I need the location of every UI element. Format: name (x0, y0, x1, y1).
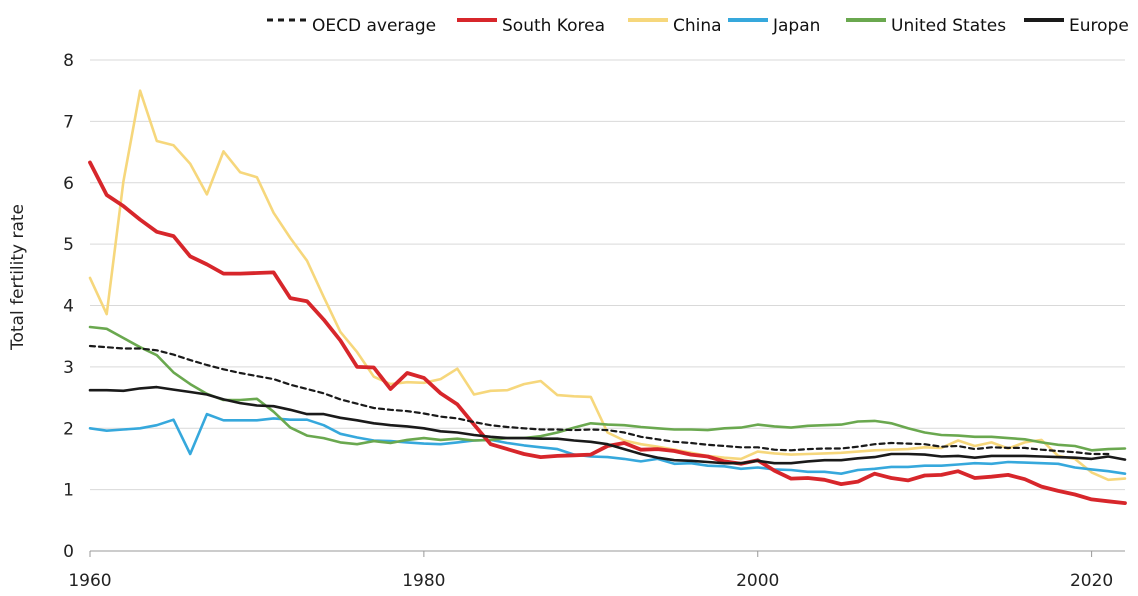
legend-label-south-korea: South Korea (502, 16, 605, 36)
y-tick-label: 8 (63, 51, 74, 71)
x-tick-label: 1980 (402, 571, 445, 591)
y-axis-label: Total fertility rate (8, 204, 28, 351)
y-tick-label: 1 (63, 481, 74, 501)
grid-layer (90, 59, 1125, 491)
legend-label-oecd-average: OECD average (312, 16, 436, 36)
legend-label-japan: Japan (772, 16, 820, 36)
y-tick-label: 2 (63, 419, 74, 439)
series-line-japan (88, 412, 1127, 475)
y-tick-label: 6 (63, 174, 74, 194)
y-tick-label: 0 (63, 542, 74, 562)
series-line-oecd-average (88, 344, 1110, 456)
series-line-china (88, 89, 1127, 482)
series-line-united-states (88, 325, 1127, 452)
series-line-europe (88, 385, 1127, 465)
series-line-south-korea (88, 160, 1127, 505)
legend: OECD average South Korea China Japan United … (267, 16, 1129, 36)
axis-layer: 0 1 2 3 4 5 6 7 8 1960 1980 2000 2020 (63, 51, 1125, 591)
y-tick-label: 3 (63, 358, 74, 378)
x-tick-label: 2020 (1070, 571, 1113, 591)
y-tick-label: 7 (63, 112, 74, 132)
y-tick-label: 5 (63, 235, 74, 255)
series-layer (88, 89, 1127, 505)
legend-label-europe: Europe (1069, 16, 1129, 36)
x-tick-label: 1960 (68, 571, 111, 591)
y-tick-label: 4 (63, 297, 74, 317)
legend-label-united-states: United States (891, 16, 1006, 36)
x-tick-label: 2000 (736, 571, 779, 591)
legend-label-china: China (673, 16, 722, 36)
